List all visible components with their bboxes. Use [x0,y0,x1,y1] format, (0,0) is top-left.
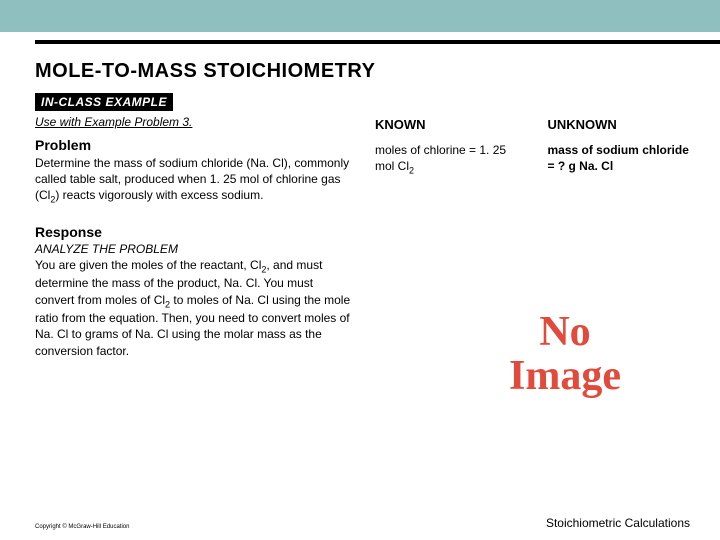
problem-heading: Problem [35,137,355,153]
in-class-example-badge: IN-CLASS EXAMPLE [35,93,173,111]
problem-text: Determine the mass of sodium chloride (N… [35,155,355,206]
known-heading: KNOWN [375,117,518,132]
unknown-value: mass of sodium chloride = ? g Na. Cl [548,142,691,174]
known-subscript: 2 [409,166,414,176]
no-image-placeholder: No Image [465,310,665,398]
no-image-line-1: No [465,310,665,354]
problem-text-post: ) reacts vigorously with excess sodium. [55,188,263,202]
response-block: Response ANALYZE THE PROBLEM You are giv… [35,224,355,359]
use-with-line: Use with Example Problem 3. [35,115,355,129]
known-line: moles of chlorine = 1. 25 mol Cl [375,143,506,173]
no-image-line-2: Image [465,354,665,398]
top-color-band [0,0,720,32]
response-text-1: You are given the moles of the reactant,… [35,258,261,272]
known-value: moles of chlorine = 1. 25 mol Cl2 [375,142,518,177]
copyright-text: Copyright © McGraw-Hill Education [35,524,129,530]
unknown-text: mass of sodium chloride = ? g Na. Cl [548,143,689,173]
left-column: Use with Example Problem 3. Problem Dete… [35,115,375,359]
response-heading: Response [35,224,355,240]
footer-label: Stoichiometric Calculations [546,516,690,530]
analyze-label: ANALYZE THE PROBLEM [35,242,355,256]
page-title: MOLE-TO-MASS STOICHIOMETRY [35,60,690,83]
response-text: You are given the moles of the reactant,… [35,257,355,359]
top-rule [35,40,720,44]
unknown-heading: UNKNOWN [548,117,691,132]
